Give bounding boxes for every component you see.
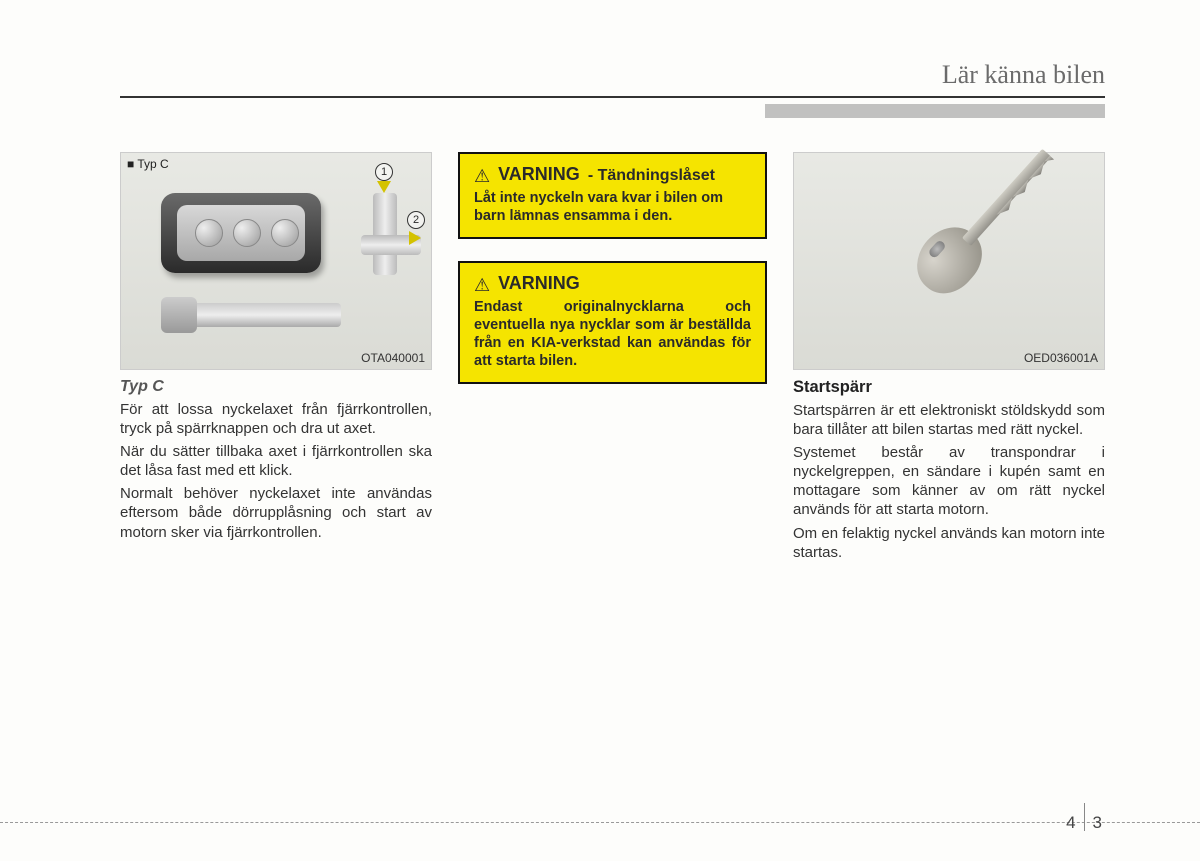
column-2: ⚠ VARNING - Tändningslåset Låt inte nyck… [458,152,767,563]
col1-para-1: För att lossa nyckelaxet från fjärrkontr… [120,400,432,438]
fob-button-icon [195,219,223,247]
figure-label: ■ Typ C [127,157,169,171]
warning-subtitle: - Tändningslåset [588,167,715,185]
fob-button-icon [271,219,299,247]
page-num-right: 3 [1093,813,1102,833]
page-number: 4 3 [1066,809,1102,837]
arrow-down-icon [377,181,391,193]
callout-2: 2 [407,211,425,229]
figure-code: OTA040001 [361,351,425,365]
column-1: ■ Typ C 1 2 OTA040001 Typ C För att loss… [120,152,432,563]
page-num-divider [1084,803,1085,831]
col3-para-3: Om en felaktig nyckel används kan motorn… [793,524,1105,562]
key-blade-top [373,193,397,275]
warning-body: Endast originalnycklarna och eventuella … [474,298,751,371]
callout-1: 1 [375,163,393,181]
col3-para-2: Systemet består av transpondrar i nyckel… [793,443,1105,520]
spare-key-blade [161,303,341,327]
page-num-left: 4 [1066,813,1075,833]
keyfob-illustration [161,193,321,273]
header-rule [120,96,1105,98]
warning-title: VARNING [498,164,580,185]
header-block [765,104,1105,118]
col1-subtitle: Typ C [120,378,432,396]
warning-icon: ⚠ [474,276,490,294]
figure-code: OED036001A [1024,351,1098,365]
warning-title: VARNING [498,273,580,294]
warning-body: Låt inte nyckeln vara kvar i bilen om ba… [474,189,751,225]
warning-icon: ⚠ [474,167,490,185]
arrow-right-icon [409,231,421,245]
warning-box-1: ⚠ VARNING - Tändningslåset Låt inte nyck… [458,152,767,239]
key-shaft [962,148,1051,245]
page-footer: 4 3 [0,822,1200,833]
key-illustration [904,214,994,305]
figure-keyfob: ■ Typ C 1 2 OTA040001 [120,152,432,370]
col1-para-3: Normalt behöver nyckelaxet inte användas… [120,484,432,542]
column-3: OED036001A Startspärr Startspärren är et… [793,152,1105,563]
warning-box-2: ⚠ VARNING Endast originalnycklarna och e… [458,261,767,385]
header-title: Lär känna bilen [942,60,1105,89]
col3-para-1: Startspärren är ett elektroniskt stöldsk… [793,401,1105,439]
col3-heading: Startspärr [793,378,1105,397]
col1-para-2: När du sätter tillbaka axet i fjärrkontr… [120,442,432,480]
fob-button-icon [233,219,261,247]
figure-key: OED036001A [793,152,1105,370]
page-header: Lär känna bilen [120,60,1105,108]
